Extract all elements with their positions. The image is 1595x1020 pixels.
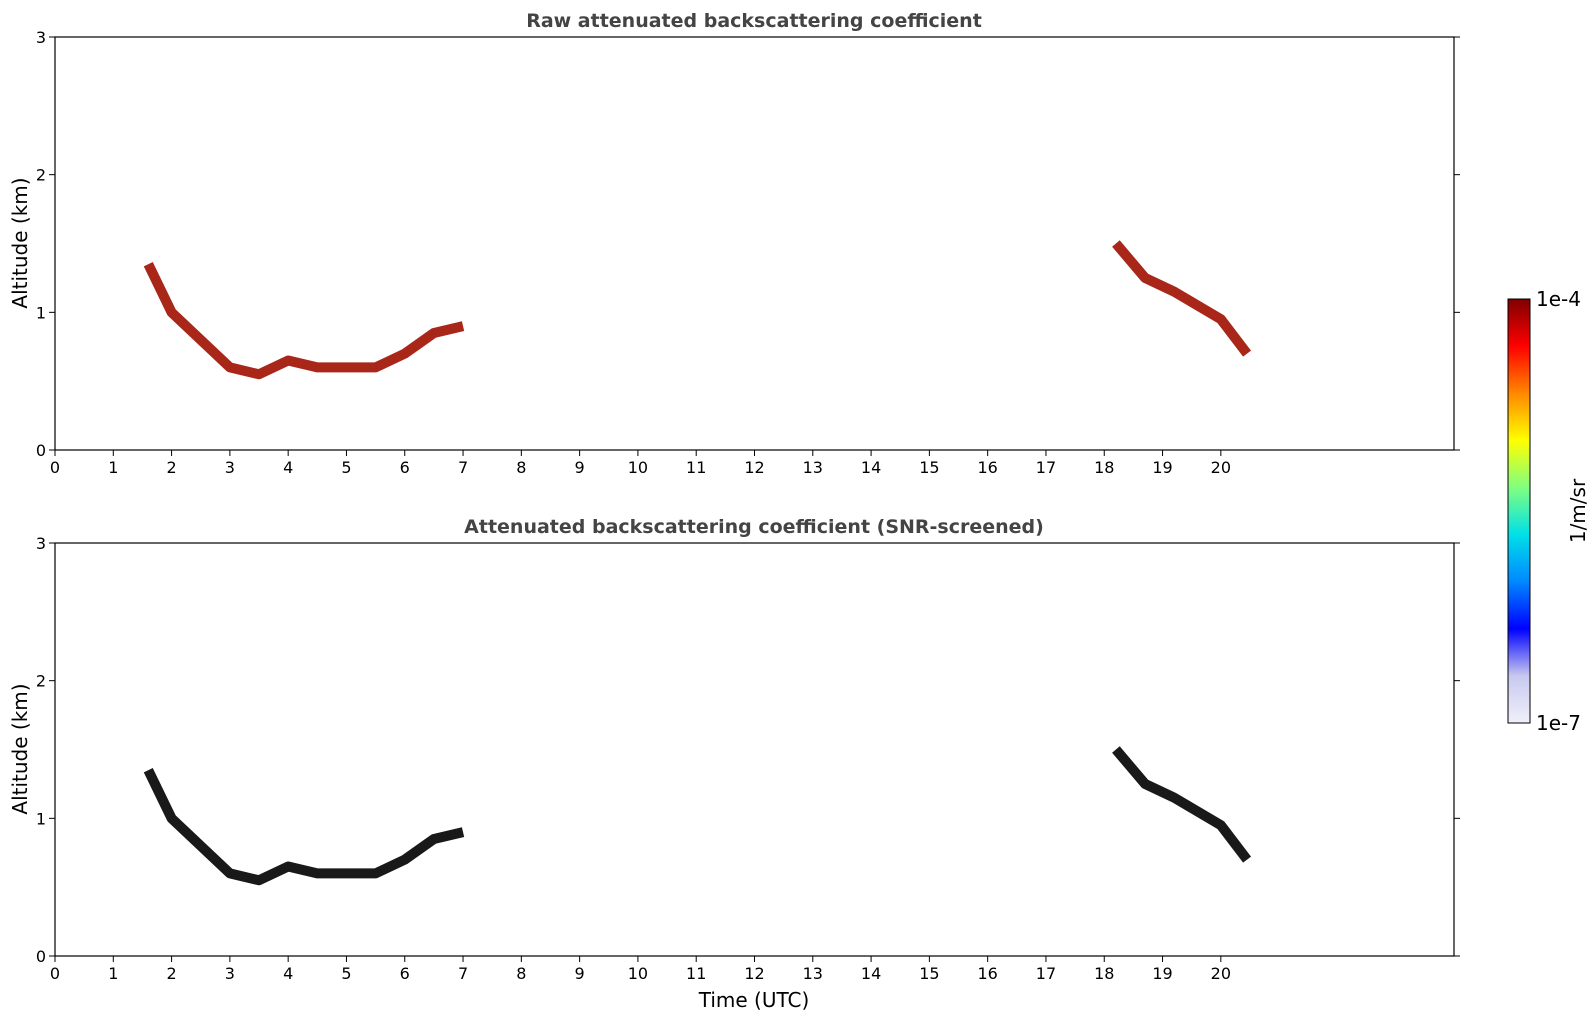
- x-tick-label: 17: [1036, 964, 1056, 983]
- x-tick-label: 19: [1152, 458, 1172, 477]
- panel-raw-plot: [143, 240, 1252, 380]
- panel-raw-x-ticks: 0 1 2 3 4 5 6 7 8 9 10 11 12 13 14 15 16 17 18 19 20: [50, 450, 1231, 477]
- cloud-layer: [143, 746, 1252, 886]
- x-tick-label: 1: [108, 458, 118, 477]
- panel-screened-frame: [54, 542, 1455, 957]
- x-tick-label: 18: [1094, 964, 1114, 983]
- x-tick-label: 10: [628, 964, 648, 983]
- x-tick-label: 6: [400, 458, 410, 477]
- y-tick-label: 1: [36, 303, 46, 322]
- x-tick-label: 13: [803, 964, 823, 983]
- x-tick-label: 12: [744, 964, 764, 983]
- x-tick-label: 15: [919, 964, 939, 983]
- x-tick-label: 7: [458, 458, 468, 477]
- y-tick-label: 0: [36, 441, 46, 460]
- x-tick-label: 16: [977, 458, 997, 477]
- x-tick-label: 5: [341, 964, 351, 983]
- x-tick-label: 3: [225, 964, 235, 983]
- x-tick-label: 4: [283, 964, 293, 983]
- x-tick-label: 11: [686, 458, 706, 477]
- y-tick-label: 2: [36, 672, 46, 691]
- panel-screened-y-ticks: 0 1 2 3: [36, 534, 1460, 966]
- x-tick-label: 16: [977, 964, 997, 983]
- x-axis-label: Time (UTC): [698, 988, 810, 1012]
- x-tick-label: 5: [341, 458, 351, 477]
- panel-raw: Raw attenuated backscattering coefficien…: [8, 10, 1460, 477]
- x-tick-label: 12: [744, 458, 764, 477]
- x-tick-label: 8: [516, 458, 526, 477]
- panel-screened-plot: [143, 746, 1252, 886]
- x-tick-label: 11: [686, 964, 706, 983]
- colorbar-min-label: 1e-7: [1536, 711, 1581, 735]
- x-tick-label: 9: [575, 964, 585, 983]
- x-tick-label: 4: [283, 458, 293, 477]
- cloud-base-line: [143, 261, 465, 380]
- x-tick-label: 0: [50, 964, 60, 983]
- x-tick-label: 20: [1211, 964, 1231, 983]
- panel-raw-y-label: Altitude (km): [8, 177, 32, 308]
- x-tick-label: 9: [575, 458, 585, 477]
- x-tick-label: 2: [166, 458, 176, 477]
- x-tick-label: 14: [861, 964, 881, 983]
- panel-raw-title: Raw attenuated backscattering coefficien…: [526, 10, 982, 32]
- x-tick-label: 7: [458, 964, 468, 983]
- panel-raw-y-ticks: 0 1 2 3: [36, 28, 1460, 460]
- x-tick-label: 18: [1094, 458, 1114, 477]
- panel-screened: Attenuated backscattering coefficient (S…: [8, 516, 1460, 1012]
- panel-screened-x-ticks: 0 1 2 3 4 5 6 7 8 9 10 11 12 13 14 15 16 17 18 19 20: [50, 956, 1231, 983]
- descending-cloud-base-line: [1112, 240, 1252, 357]
- x-tick-label: 0: [50, 458, 60, 477]
- x-tick-label: 6: [400, 964, 410, 983]
- cloud-base-line: [143, 767, 465, 886]
- colorbar-gradient: [1507, 298, 1531, 724]
- y-tick-label: 0: [36, 947, 46, 966]
- x-tick-label: 13: [803, 458, 823, 477]
- y-tick-label: 3: [36, 534, 46, 553]
- panel-screened-title: Attenuated backscattering coefficient (S…: [464, 516, 1044, 538]
- x-tick-label: 1: [108, 964, 118, 983]
- colorbar-unit-label: 1/m/sr: [1566, 478, 1590, 543]
- descending-cloud-base-line: [1112, 746, 1252, 863]
- panel-screened-y-label: Altitude (km): [8, 683, 32, 814]
- panel-raw-frame: [54, 36, 1455, 451]
- x-tick-label: 8: [516, 964, 526, 983]
- x-tick-label: 2: [166, 964, 176, 983]
- x-tick-label: 10: [628, 458, 648, 477]
- y-tick-label: 1: [36, 809, 46, 828]
- y-tick-label: 3: [36, 28, 46, 47]
- cloud-layer: [143, 240, 1252, 380]
- x-tick-label: 15: [919, 458, 939, 477]
- x-tick-label: 3: [225, 458, 235, 477]
- colorbar-max-label: 1e-4: [1536, 287, 1581, 311]
- x-tick-label: 19: [1152, 964, 1172, 983]
- x-tick-label: 14: [861, 458, 881, 477]
- y-tick-label: 2: [36, 166, 46, 185]
- colorbar: 1e-4 1e-7 1/m/sr: [1507, 287, 1590, 735]
- x-tick-label: 20: [1211, 458, 1231, 477]
- x-tick-label: 17: [1036, 458, 1056, 477]
